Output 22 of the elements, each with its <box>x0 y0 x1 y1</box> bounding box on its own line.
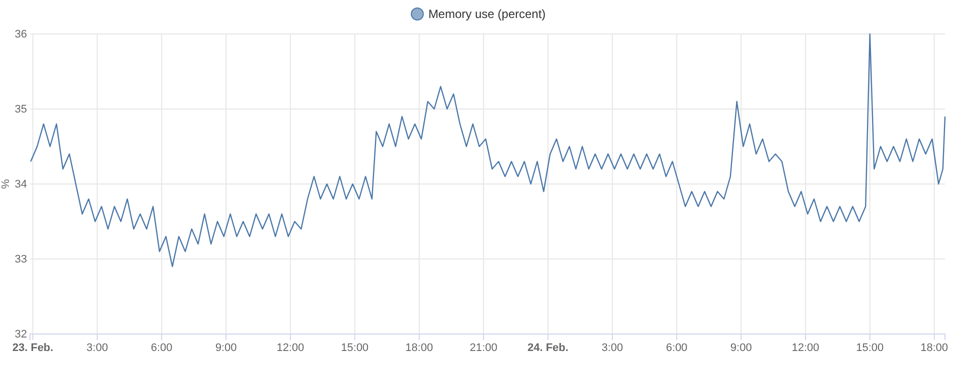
x-tick-label: 12:00 <box>276 342 304 354</box>
y-tick-label: 33 <box>14 254 27 266</box>
x-tick-label: 12:00 <box>792 342 820 354</box>
x-tick-label: 15:00 <box>341 342 369 354</box>
x-tick-label: 18:00 <box>920 342 948 354</box>
x-tick-label: 18:00 <box>405 342 433 354</box>
x-tick-label: 3:00 <box>602 342 624 354</box>
x-tick-label: 23. Feb. <box>12 342 54 354</box>
x-tick-label: 24. Feb. <box>527 342 568 354</box>
y-tick-label: 36 <box>14 28 27 41</box>
y-tick-label: 32 <box>14 328 27 341</box>
y-axis-title: % <box>0 178 12 189</box>
x-tick-label: 6:00 <box>150 342 172 354</box>
x-tick-label: 9:00 <box>730 342 752 354</box>
x-tick-label: 9:00 <box>215 342 237 354</box>
x-tick-label: 15:00 <box>856 342 884 354</box>
y-tick-label: 34 <box>14 178 27 191</box>
y-tick-label: 35 <box>14 104 27 116</box>
x-tick-label: 3:00 <box>86 342 108 354</box>
x-tick-label: 21:00 <box>470 342 498 354</box>
x-tick-label: 6:00 <box>666 342 688 354</box>
legend-label: Memory use (percent) <box>428 7 546 21</box>
